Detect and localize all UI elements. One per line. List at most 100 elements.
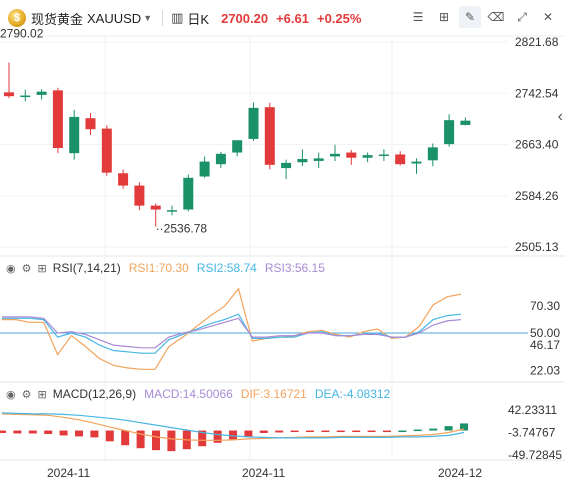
macd-pane xyxy=(0,412,468,452)
candle-body xyxy=(444,120,455,145)
macd-bar xyxy=(105,430,114,442)
macd-bar xyxy=(121,430,130,446)
eraser-icon[interactable]: ⌫ xyxy=(487,10,505,24)
candle-body xyxy=(313,158,324,161)
rsi-tick-label: 70.30 xyxy=(530,299,560,313)
price-pane: 2790.02 ··2536.78 xyxy=(0,27,508,248)
macd-bar xyxy=(290,430,299,433)
candle xyxy=(248,102,259,141)
dea-line xyxy=(1,412,465,439)
candle xyxy=(167,205,177,216)
candle xyxy=(460,117,471,126)
candle xyxy=(183,174,194,212)
indicator-icon[interactable]: ⊞ xyxy=(438,10,450,24)
candle xyxy=(281,159,292,180)
rsi-tick-label: 50.00 xyxy=(530,326,560,340)
symbol-dropdown-caret-icon[interactable]: ▼ xyxy=(143,13,153,23)
candle xyxy=(52,87,63,154)
candle-body xyxy=(183,177,194,210)
candle-body xyxy=(346,152,357,158)
chart-grid xyxy=(0,35,565,461)
macd-bar xyxy=(44,430,53,434)
candle-body xyxy=(362,155,373,158)
expand-icon[interactable]: ⤢ xyxy=(517,9,527,24)
macd-bar xyxy=(429,428,438,431)
macd-bar xyxy=(383,430,391,433)
indicator-settings-icon[interactable]: ⚙ xyxy=(21,388,32,401)
chevron-left-icon[interactable]: ‹ xyxy=(557,108,563,125)
rsi2-line xyxy=(2,313,462,354)
candle-body xyxy=(248,107,259,139)
high-price-label: 2790.02 xyxy=(0,27,44,41)
macd-bar xyxy=(413,429,422,432)
rsi-tick-label: 22.03 xyxy=(530,364,560,378)
x-tick-label: 2024-11 xyxy=(242,466,285,480)
macd-bar xyxy=(229,430,237,440)
macd-bar xyxy=(136,430,145,449)
calendar-icon: ▥ xyxy=(171,10,184,25)
rsi3-line xyxy=(2,316,462,349)
period-selector[interactable]: 日K xyxy=(187,11,210,27)
candle-body xyxy=(36,91,47,95)
macd-bar xyxy=(367,430,376,433)
indicator-settings-icon[interactable]: ⚙ xyxy=(21,262,32,275)
macd-bar xyxy=(59,430,68,436)
candle xyxy=(118,169,129,189)
macd-bar xyxy=(75,430,83,437)
rsi-legend-name: RSI(7,14,21) xyxy=(52,261,121,275)
candle-body xyxy=(264,107,275,165)
macd-value-legend: MACD:14.50066 xyxy=(144,387,233,401)
macd-bar xyxy=(213,430,222,443)
rsi-pane xyxy=(0,287,528,370)
candle xyxy=(395,151,406,166)
candle xyxy=(199,156,210,178)
candle xyxy=(411,158,422,174)
rsi1-legend: RSI1:70.30 xyxy=(128,261,189,275)
candle xyxy=(232,140,243,157)
candle-body xyxy=(411,161,422,164)
macd-bar xyxy=(306,430,314,433)
x-tick-label: 2024-11 xyxy=(47,466,90,480)
candle-body xyxy=(395,154,406,165)
candle-body xyxy=(330,153,340,157)
symbol-code[interactable]: XAUUSD xyxy=(87,10,142,26)
candle xyxy=(215,151,226,169)
candle-body xyxy=(52,90,63,149)
price-tick-label: 2821.68 xyxy=(515,35,559,49)
candle-body xyxy=(134,185,145,206)
candle xyxy=(36,89,47,100)
macd-tick-label: -49.72845 xyxy=(508,448,562,462)
candle-body xyxy=(69,116,80,154)
candle-body xyxy=(167,210,177,212)
candle-body xyxy=(427,147,438,161)
macd-bar xyxy=(352,430,361,433)
candle xyxy=(69,109,80,160)
indicator-params-icon[interactable]: ⊞ xyxy=(37,388,47,401)
macd-tick-label: -3.74767 xyxy=(508,425,556,439)
gold-coin-icon: $ xyxy=(8,9,26,27)
candle xyxy=(20,89,31,102)
settings-sliders-icon[interactable]: ☰ xyxy=(412,10,424,24)
candle-body xyxy=(215,153,226,165)
dif-legend: DIF:3.16721 xyxy=(240,387,307,401)
macd-bar xyxy=(336,430,345,433)
candle-body xyxy=(199,161,210,177)
hide-indicator-icon[interactable]: ◉ xyxy=(6,262,16,275)
candle-body xyxy=(460,120,471,125)
axis-labels: 2821.68 2742.54 2663.40 2584.26 2505.13 70.30… xyxy=(508,35,562,462)
macd-bar xyxy=(275,430,284,433)
draw-pen-icon[interactable]: ✎ xyxy=(459,6,481,28)
indicator-params-icon[interactable]: ⊞ xyxy=(37,262,47,275)
candle xyxy=(101,125,112,176)
close-icon[interactable]: ✕ xyxy=(542,10,554,24)
symbol-name[interactable]: 现货黄金 xyxy=(31,11,84,27)
macd-tick-label: 42.23311 xyxy=(508,403,557,417)
price-tick-label: 2742.54 xyxy=(515,86,559,100)
macd-bar xyxy=(28,430,37,434)
candle xyxy=(330,144,340,161)
candle-body xyxy=(118,173,129,186)
hide-indicator-icon[interactable]: ◉ xyxy=(6,388,16,401)
dea-legend: DEA:-4.08312 xyxy=(314,387,391,401)
last-price: 2700.20 xyxy=(221,10,269,26)
